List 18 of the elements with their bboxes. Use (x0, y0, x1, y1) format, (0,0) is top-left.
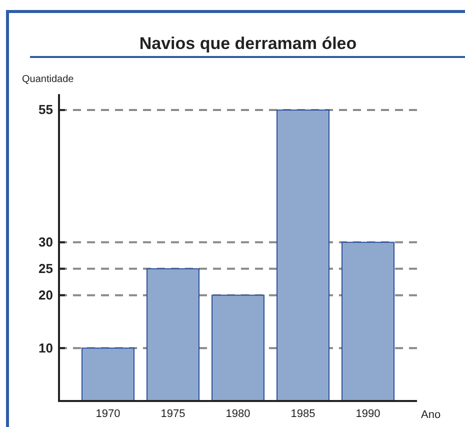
x-tick-label: 1975 (160, 408, 186, 420)
bar (276, 110, 330, 402)
y-tick-label: 10 (38, 340, 53, 356)
bar (212, 294, 264, 402)
y-tick-label: 30 (38, 234, 53, 250)
y-tick-label: 20 (38, 287, 53, 302)
bar (82, 348, 134, 402)
x-tick-label: 1970 (96, 408, 120, 420)
x-tick-label: 1985 (290, 408, 316, 420)
y-tick-label: 55 (38, 102, 53, 118)
x-axis-title: Ano (421, 409, 441, 421)
chart-title: Navios que derramam óleo (139, 34, 357, 53)
bar (342, 242, 394, 402)
bar (146, 268, 200, 402)
y-axis-title: Quantidade (22, 74, 74, 85)
y-tick-label: 25 (38, 260, 53, 276)
x-tick-label: 1990 (356, 408, 380, 420)
x-tick-label: 1980 (226, 408, 250, 420)
